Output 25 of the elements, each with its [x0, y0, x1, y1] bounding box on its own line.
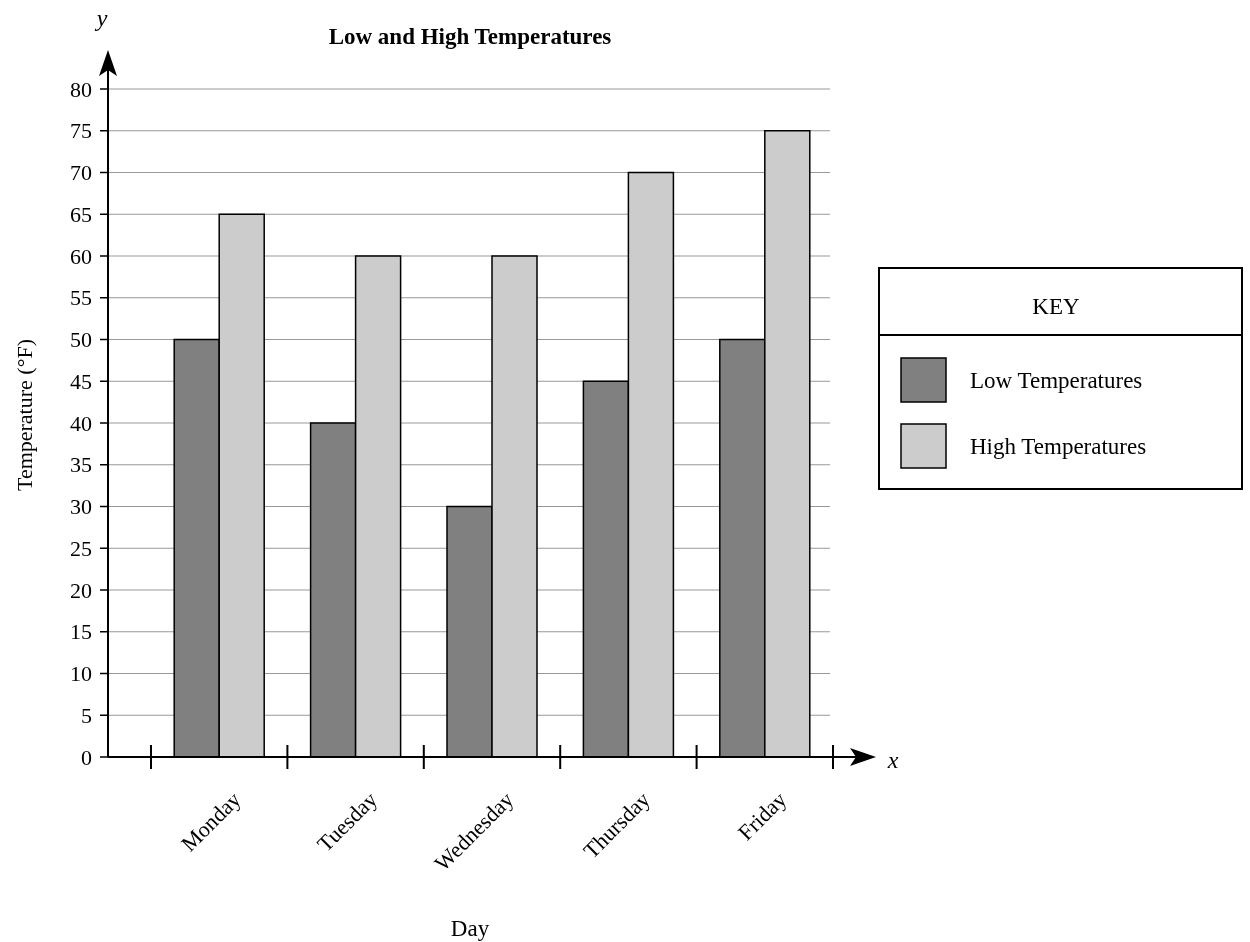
y-tick-label: 55: [70, 285, 92, 311]
y-axis-title: Temperature (°F): [12, 338, 37, 492]
y-tick-label: 80: [70, 76, 92, 102]
y-tick-label: 30: [70, 494, 92, 520]
y-tick-label: 50: [70, 327, 92, 353]
y-tick-label: 60: [70, 243, 92, 269]
y-tick-label: 75: [70, 118, 92, 144]
y-tick-label: 0: [81, 744, 92, 770]
y-tick-label: 35: [70, 452, 92, 478]
y-tick-label: 65: [70, 201, 92, 227]
y-tick-label: 20: [70, 577, 92, 603]
text: x: [886, 747, 899, 773]
legend-label: Low Temperatures: [970, 368, 1143, 394]
y-tick-label: 70: [70, 160, 92, 186]
y-tick-label: 25: [70, 535, 92, 561]
y-tick-label: 5: [81, 702, 92, 728]
legend-title: KEY: [1032, 294, 1081, 320]
y-tick-label: 10: [70, 661, 92, 687]
legend-label: High Temperatures: [970, 434, 1147, 460]
x-axis-title: Day: [450, 916, 490, 941]
y-tick-label: 45: [70, 368, 92, 394]
y-tick-label: 40: [70, 410, 92, 436]
chart-title: Low and High Temperatures: [328, 24, 612, 49]
text: y: [94, 5, 108, 31]
y-tick-label: 15: [70, 619, 92, 645]
